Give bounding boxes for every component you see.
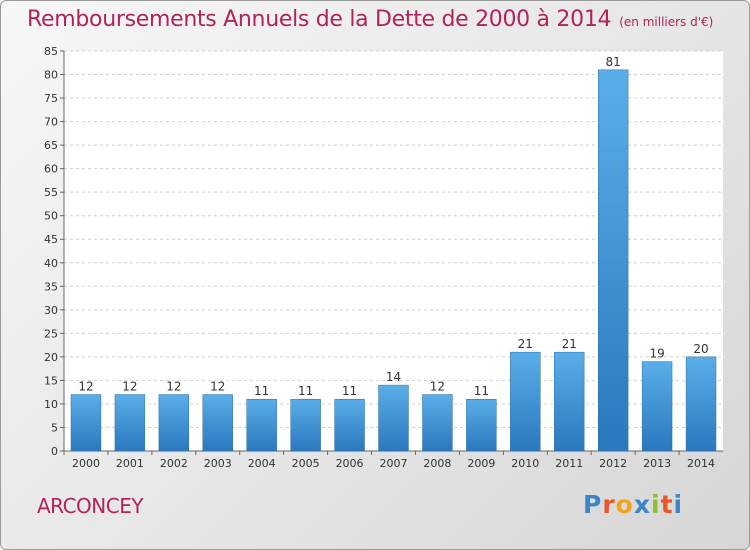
- y-tick-label: 35: [44, 280, 58, 293]
- x-tick-label: 2004: [248, 457, 276, 470]
- bar: [70, 394, 102, 452]
- y-tick-label: 55: [44, 186, 58, 199]
- place-name: ARCONCEY: [37, 494, 144, 518]
- data-label: 11: [298, 384, 313, 398]
- y-tick-label: 20: [44, 351, 58, 364]
- y-tick-label: 45: [44, 233, 58, 246]
- y-tick-label: 10: [44, 398, 58, 411]
- logo-letter: x: [633, 490, 651, 519]
- y-tick-label: 5: [51, 421, 58, 434]
- x-tick-label: 2000: [72, 457, 100, 470]
- bar: [597, 69, 629, 452]
- data-label: 11: [342, 384, 357, 398]
- y-tick-label: 75: [44, 92, 58, 105]
- x-tick-label: 2008: [423, 457, 451, 470]
- logo-letter: o: [615, 490, 634, 519]
- bar: [466, 398, 497, 452]
- y-tick-label: 40: [44, 257, 58, 270]
- data-label: 12: [430, 380, 445, 394]
- bar: [334, 398, 365, 452]
- bar: [422, 394, 453, 452]
- y-tick-label: 0: [51, 445, 58, 458]
- y-tick-label: 30: [44, 304, 58, 317]
- bar: [114, 394, 146, 452]
- data-label: 11: [474, 384, 489, 398]
- x-tick-label: 2013: [643, 457, 671, 470]
- data-label: 11: [254, 384, 269, 398]
- x-tick-label: 2002: [160, 457, 188, 470]
- bar: [246, 398, 277, 452]
- bar: [290, 398, 321, 452]
- logo-letter: t: [660, 490, 674, 519]
- logo-letter: i: [673, 490, 684, 519]
- bar: [158, 394, 190, 452]
- bar: [641, 361, 673, 452]
- data-label: 14: [386, 370, 401, 384]
- bar: [202, 394, 233, 452]
- x-tick-label: 2014: [687, 457, 715, 470]
- y-tick-label: 15: [44, 374, 58, 387]
- logo-letter: P: [583, 490, 603, 519]
- data-label: 21: [562, 337, 577, 351]
- x-tick-label: 2006: [336, 457, 364, 470]
- data-label: 21: [518, 337, 533, 351]
- x-tick-label: 2001: [116, 457, 144, 470]
- x-tick-label: 2010: [511, 457, 539, 470]
- data-label: 12: [78, 380, 93, 394]
- proxiti-logo[interactable]: Proxiti: [583, 490, 683, 519]
- bar: [685, 356, 717, 452]
- bar: [510, 351, 541, 452]
- x-tick-label: 2012: [599, 457, 627, 470]
- data-label: 12: [122, 380, 137, 394]
- x-tick-label: 2007: [380, 457, 408, 470]
- data-label: 20: [693, 342, 708, 356]
- x-tick-label: 2005: [292, 457, 320, 470]
- y-tick-label: 80: [44, 69, 58, 82]
- data-label: 12: [166, 380, 181, 394]
- logo-letter: r: [602, 490, 616, 519]
- data-label: 12: [210, 380, 225, 394]
- data-label: 81: [606, 55, 621, 69]
- unit-note: (en milliers d'€): [619, 15, 714, 29]
- data-label: 19: [649, 347, 664, 361]
- logo-letter: i: [651, 490, 661, 519]
- bar: [378, 384, 409, 452]
- y-tick-label: 25: [44, 327, 58, 340]
- x-tick-label: 2011: [555, 457, 583, 470]
- y-tick-label: 70: [44, 116, 58, 129]
- x-tick-label: 2009: [467, 457, 495, 470]
- y-tick-label: 50: [44, 210, 58, 223]
- y-tick-label: 65: [44, 139, 58, 152]
- y-tick-label: 85: [44, 45, 58, 58]
- y-tick-label: 60: [44, 163, 58, 176]
- bar: [554, 351, 585, 452]
- chart-title: Remboursements Annuels de la Dette de 20…: [27, 7, 612, 32]
- chart-title-block: Remboursements Annuels de la Dette de 20…: [27, 7, 713, 32]
- x-tick-label: 2003: [204, 457, 232, 470]
